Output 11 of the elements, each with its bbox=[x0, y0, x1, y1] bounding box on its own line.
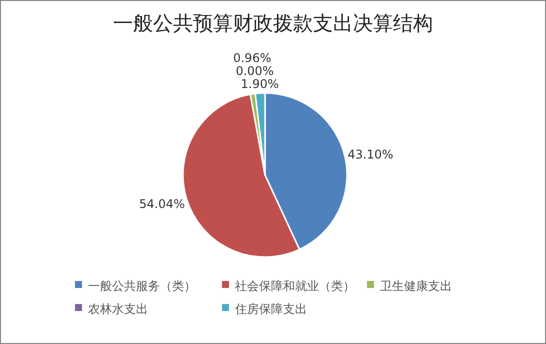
data-label: 1.90% bbox=[240, 77, 279, 91]
legend-label: 卫生健康支出 bbox=[380, 279, 452, 293]
legend-label: 社会保障和就业（类） bbox=[235, 279, 355, 293]
legend-label: 住房保障支出 bbox=[234, 302, 307, 316]
data-label: 43.10% bbox=[348, 147, 394, 162]
legend-label: 一般公共服务（类） bbox=[88, 279, 196, 293]
data-label: 0.96% bbox=[233, 51, 272, 65]
legend-label: 农林水支出 bbox=[88, 302, 148, 316]
chart-title: 一般公共预算财政拨款支出决算结构 bbox=[113, 11, 433, 35]
text: 0.00% bbox=[236, 64, 274, 78]
data-label: 54.04% bbox=[139, 196, 185, 211]
